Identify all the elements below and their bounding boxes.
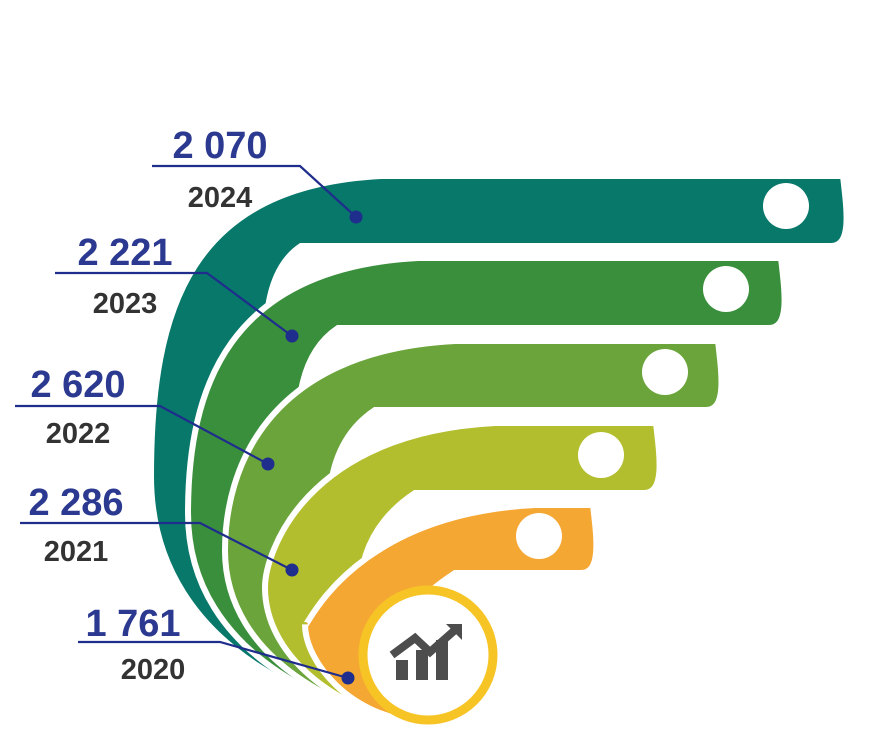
band-dot-2022 <box>642 349 688 395</box>
value-label-2020: 1 761 <box>85 603 180 645</box>
band-dot-2020 <box>516 513 562 559</box>
year-label-2022: 2022 <box>46 418 111 450</box>
year-label-2021: 2021 <box>44 536 109 568</box>
leader-dot-2021 <box>285 563 299 577</box>
band-dot-2024 <box>763 183 809 229</box>
band-dot-2021 <box>578 432 624 478</box>
chart-labels: 2 070 2024 2 221 2023 2 620 2022 2 286 2021 1 76… <box>28 125 267 686</box>
leader-line-2024 <box>152 164 357 218</box>
leader-dot-2022 <box>261 457 275 471</box>
leader-lines <box>15 164 363 685</box>
rising-chart-icon <box>389 624 462 680</box>
leader-dot-2020 <box>341 671 355 685</box>
leader-line-2020 <box>78 640 349 680</box>
center-badge <box>358 585 498 725</box>
leader-line-2023 <box>55 271 293 337</box>
leader-line-2022 <box>15 404 269 465</box>
leader-line-2021 <box>20 521 293 571</box>
year-label-2023: 2023 <box>93 288 158 320</box>
year-label-2020: 2020 <box>121 654 186 686</box>
value-label-2023: 2 221 <box>77 232 172 274</box>
value-label-2022: 2 620 <box>30 364 125 406</box>
value-label-2021: 2 286 <box>28 482 123 524</box>
band-dot-2023 <box>703 266 749 312</box>
value-label-2024: 2 070 <box>172 125 267 167</box>
chart-bands <box>147 173 850 726</box>
year-label-2024: 2024 <box>188 182 253 214</box>
leader-dot-2023 <box>285 329 299 343</box>
leader-dot-2024 <box>349 210 363 224</box>
